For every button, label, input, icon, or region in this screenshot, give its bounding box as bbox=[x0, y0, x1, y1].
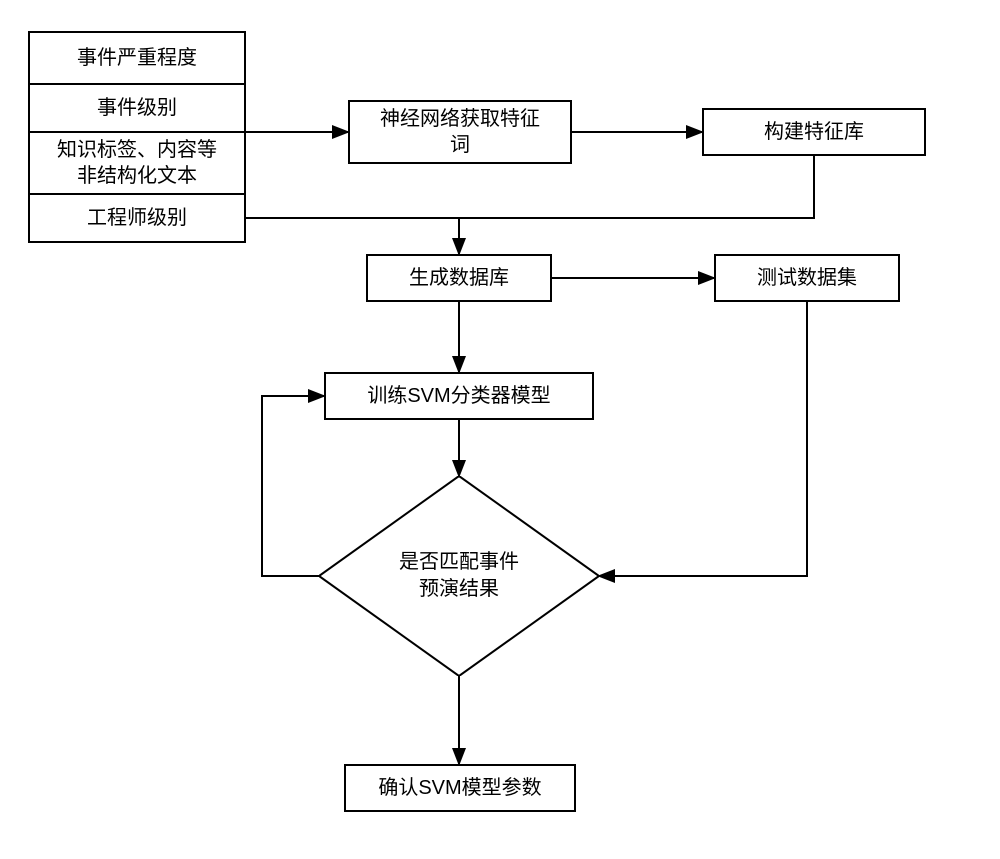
node-gen-db: 生成数据库 bbox=[366, 254, 552, 302]
edge bbox=[262, 396, 324, 576]
node-label: 生成数据库 bbox=[409, 265, 509, 291]
node-train-svm: 训练SVM分类器模型 bbox=[324, 372, 594, 420]
input-cell-label: 事件级别 bbox=[97, 95, 177, 121]
node-label: 神经网络获取特征 词 bbox=[380, 106, 540, 158]
input-cell-label: 事件严重程度 bbox=[77, 45, 197, 71]
input-cell-tags: 知识标签、内容等 非结构化文本 bbox=[28, 133, 246, 195]
node-label: 训练SVM分类器模型 bbox=[367, 383, 550, 409]
edge bbox=[459, 156, 814, 254]
node-label: 测试数据集 bbox=[757, 265, 857, 291]
input-cell-severity: 事件严重程度 bbox=[28, 31, 246, 85]
input-cell-level: 事件级别 bbox=[28, 85, 246, 133]
node-label: 确认SVM模型参数 bbox=[378, 775, 541, 801]
node-feat-lib: 构建特征库 bbox=[702, 108, 926, 156]
input-cell-engineer: 工程师级别 bbox=[28, 195, 246, 243]
diamond-label: 是否匹配事件 预演结果 bbox=[399, 549, 519, 603]
edge bbox=[599, 302, 807, 576]
flowchart-canvas: 事件严重程度 事件级别 知识标签、内容等 非结构化文本 工程师级别 神经网络获取… bbox=[0, 0, 1000, 859]
node-label: 构建特征库 bbox=[764, 119, 864, 145]
node-nn-features: 神经网络获取特征 词 bbox=[348, 100, 572, 164]
input-cell-label: 知识标签、内容等 非结构化文本 bbox=[57, 137, 217, 189]
input-cell-label: 工程师级别 bbox=[87, 205, 187, 231]
decision-diamond: 是否匹配事件 预演结果 bbox=[319, 476, 599, 676]
node-test-set: 测试数据集 bbox=[714, 254, 900, 302]
node-confirm: 确认SVM模型参数 bbox=[344, 764, 576, 812]
